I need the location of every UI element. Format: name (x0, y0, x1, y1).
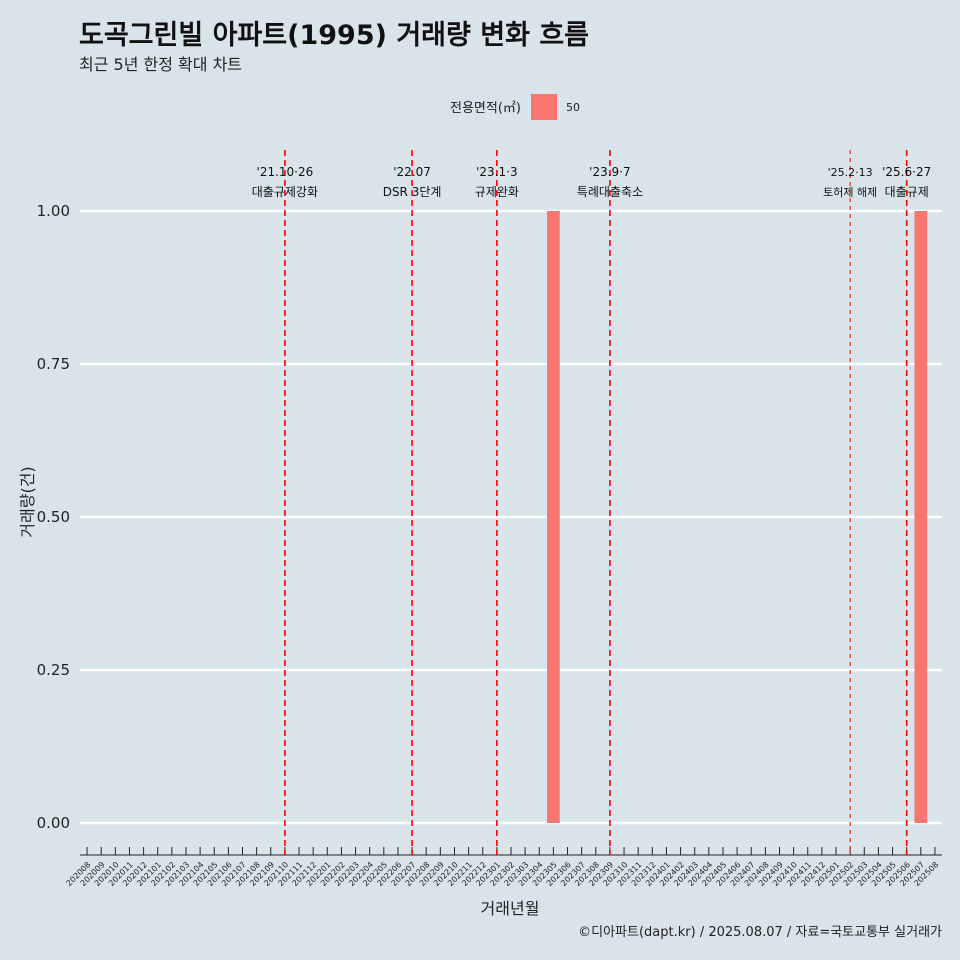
legend-title: 전용면적(㎡) (450, 101, 521, 116)
event-date-label: '22.07 (393, 165, 431, 179)
y-axis-ticks: 0.00 0.25 0.50 0.75 1.00 (37, 202, 70, 832)
event-date-label: '25.2·13 (828, 166, 873, 179)
y-tick-label: 1.00 (37, 202, 70, 220)
event-name-label: 규제완화 (475, 185, 519, 199)
bar-202507 (914, 211, 928, 823)
legend: 전용면적(㎡) 50 (450, 94, 580, 120)
event-name-label: 토허제 해제 (823, 185, 877, 199)
event-name-label: 대출규제 (885, 185, 929, 199)
event-lines: '21.10·26 대출규제강화 '22.07 DSR 3단계 '23.1·3 규제완화 '… (252, 150, 931, 855)
event-name-label: DSR 3단계 (383, 185, 442, 199)
y-axis-title: 거래량(건) (18, 466, 37, 537)
event-date-label: '23.9·7 (589, 165, 630, 179)
chart-subtitle: 최근 5년 한정 확대 차트 (79, 55, 242, 74)
y-tick-label: 0.00 (37, 814, 70, 832)
chart-title: 도곡그린빌 아파트(1995) 거래량 변화 흐름 (79, 20, 589, 51)
event-name-label: 대출규제강화 (252, 185, 318, 199)
x-axis-title: 거래년월 (481, 899, 540, 918)
legend-swatch (531, 94, 557, 120)
source-caption: ©디아파트(dapt.kr) / 2025.08.07 / 자료=국토교통부 실… (578, 925, 942, 940)
bars (547, 211, 928, 823)
y-tick-label: 0.50 (37, 508, 70, 526)
y-tick-label: 0.75 (37, 355, 70, 373)
bar-202305 (547, 211, 560, 823)
legend-entry-label: 50 (566, 101, 580, 114)
event-name-label: 특례대출축소 (577, 185, 643, 199)
event-date-label: '21.10·26 (257, 165, 314, 179)
event-date-label: '23.1·3 (476, 165, 517, 179)
event-date-label: '25.6·27 (882, 165, 931, 179)
gridlines (80, 209, 942, 825)
y-tick-label: 0.25 (37, 661, 70, 679)
x-axis: 2020082020092020102020112020122021012021… (65, 847, 942, 888)
